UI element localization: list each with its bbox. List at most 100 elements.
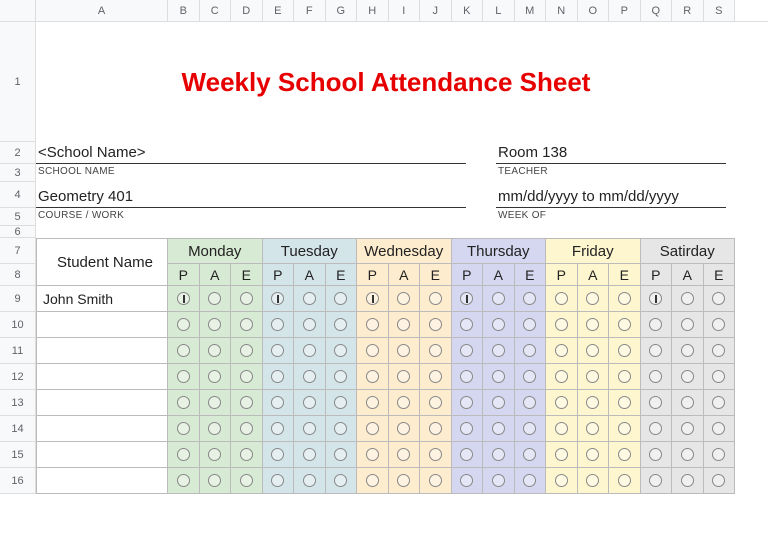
attendance-cell[interactable] xyxy=(231,468,263,494)
attendance-cell[interactable] xyxy=(641,338,673,364)
corner-cell[interactable] xyxy=(0,0,36,22)
attendance-cell[interactable] xyxy=(168,338,200,364)
radio-icon[interactable] xyxy=(303,474,316,487)
radio-icon[interactable] xyxy=(429,370,442,383)
attendance-cell[interactable] xyxy=(263,416,295,442)
attendance-cell[interactable] xyxy=(483,442,515,468)
radio-icon[interactable] xyxy=(366,474,379,487)
radio-icon[interactable] xyxy=(208,344,221,357)
attendance-cell[interactable] xyxy=(420,468,452,494)
attendance-cell[interactable] xyxy=(357,416,389,442)
col-header-I[interactable]: I xyxy=(389,0,421,21)
radio-icon[interactable] xyxy=(460,292,473,305)
row-header-9[interactable]: 9 xyxy=(0,286,36,312)
radio-icon[interactable] xyxy=(240,396,253,409)
radio-icon[interactable] xyxy=(397,344,410,357)
radio-icon[interactable] xyxy=(429,292,442,305)
attendance-cell[interactable] xyxy=(263,364,295,390)
radio-icon[interactable] xyxy=(366,318,379,331)
radio-icon[interactable] xyxy=(649,370,662,383)
row-header-11[interactable]: 11 xyxy=(0,338,36,364)
col-header-S[interactable]: S xyxy=(704,0,736,21)
col-header-J[interactable]: J xyxy=(420,0,452,21)
col-header-H[interactable]: H xyxy=(357,0,389,21)
radio-icon[interactable] xyxy=(397,318,410,331)
radio-icon[interactable] xyxy=(271,318,284,331)
radio-icon[interactable] xyxy=(712,318,725,331)
radio-icon[interactable] xyxy=(271,396,284,409)
attendance-cell[interactable] xyxy=(704,312,736,338)
radio-icon[interactable] xyxy=(208,448,221,461)
radio-icon[interactable] xyxy=(397,292,410,305)
radio-icon[interactable] xyxy=(523,344,536,357)
attendance-cell[interactable] xyxy=(672,468,704,494)
radio-icon[interactable] xyxy=(460,448,473,461)
attendance-cell[interactable] xyxy=(357,468,389,494)
radio-icon[interactable] xyxy=(523,292,536,305)
radio-icon[interactable] xyxy=(681,474,694,487)
attendance-cell[interactable] xyxy=(704,442,736,468)
radio-icon[interactable] xyxy=(303,318,316,331)
attendance-cell[interactable] xyxy=(483,338,515,364)
attendance-cell[interactable] xyxy=(357,312,389,338)
attendance-cell[interactable] xyxy=(515,286,547,312)
radio-icon[interactable] xyxy=(555,396,568,409)
radio-icon[interactable] xyxy=(271,448,284,461)
attendance-cell[interactable] xyxy=(263,286,295,312)
row-header-13[interactable]: 13 xyxy=(0,390,36,416)
attendance-cell[interactable] xyxy=(389,468,421,494)
radio-icon[interactable] xyxy=(271,292,284,305)
attendance-cell[interactable] xyxy=(357,286,389,312)
course-field[interactable]: Geometry 401 xyxy=(36,188,466,208)
radio-icon[interactable] xyxy=(555,422,568,435)
radio-icon[interactable] xyxy=(460,422,473,435)
radio-icon[interactable] xyxy=(240,370,253,383)
radio-icon[interactable] xyxy=(429,396,442,409)
row-header-1[interactable]: 1 xyxy=(0,22,36,142)
student-name-cell[interactable] xyxy=(36,442,168,468)
attendance-cell[interactable] xyxy=(420,390,452,416)
radio-icon[interactable] xyxy=(303,396,316,409)
attendance-cell[interactable] xyxy=(578,468,610,494)
attendance-cell[interactable] xyxy=(357,338,389,364)
row-header-4[interactable]: 4 xyxy=(0,182,36,208)
attendance-cell[interactable] xyxy=(231,338,263,364)
attendance-cell[interactable] xyxy=(546,364,578,390)
attendance-cell[interactable] xyxy=(672,338,704,364)
attendance-cell[interactable] xyxy=(515,442,547,468)
student-name-cell[interactable] xyxy=(36,416,168,442)
attendance-cell[interactable] xyxy=(200,390,232,416)
radio-icon[interactable] xyxy=(649,318,662,331)
col-header-O[interactable]: O xyxy=(578,0,610,21)
radio-icon[interactable] xyxy=(523,318,536,331)
radio-icon[interactable] xyxy=(492,370,505,383)
radio-icon[interactable] xyxy=(492,396,505,409)
radio-icon[interactable] xyxy=(366,292,379,305)
attendance-cell[interactable] xyxy=(641,364,673,390)
radio-icon[interactable] xyxy=(334,396,347,409)
attendance-cell[interactable] xyxy=(200,416,232,442)
radio-icon[interactable] xyxy=(334,422,347,435)
attendance-cell[interactable] xyxy=(578,390,610,416)
attendance-cell[interactable] xyxy=(704,468,736,494)
attendance-cell[interactable] xyxy=(231,390,263,416)
attendance-cell[interactable] xyxy=(483,416,515,442)
row-header-8[interactable]: 8 xyxy=(0,264,36,286)
radio-icon[interactable] xyxy=(208,422,221,435)
radio-icon[interactable] xyxy=(492,422,505,435)
radio-icon[interactable] xyxy=(429,422,442,435)
attendance-cell[interactable] xyxy=(483,364,515,390)
radio-icon[interactable] xyxy=(586,292,599,305)
col-header-E[interactable]: E xyxy=(263,0,295,21)
col-header-P[interactable]: P xyxy=(609,0,641,21)
attendance-cell[interactable] xyxy=(326,390,358,416)
radio-icon[interactable] xyxy=(649,448,662,461)
attendance-cell[interactable] xyxy=(578,416,610,442)
col-header-R[interactable]: R xyxy=(672,0,704,21)
attendance-cell[interactable] xyxy=(452,364,484,390)
radio-icon[interactable] xyxy=(177,396,190,409)
radio-icon[interactable] xyxy=(586,344,599,357)
radio-icon[interactable] xyxy=(586,370,599,383)
attendance-cell[interactable] xyxy=(326,286,358,312)
attendance-cell[interactable] xyxy=(641,416,673,442)
